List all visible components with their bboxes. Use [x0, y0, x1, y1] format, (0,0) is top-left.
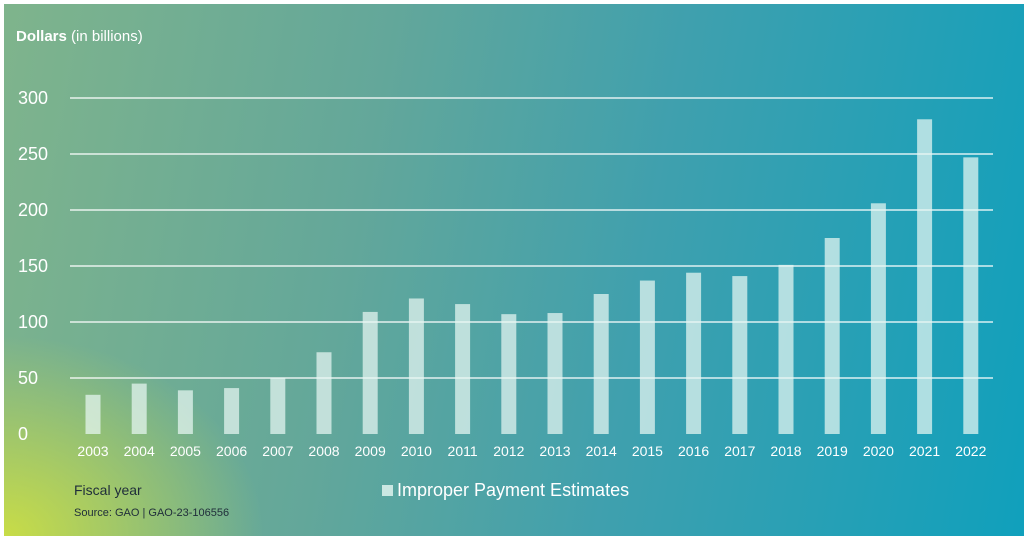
legend: Improper Payment Estimates — [382, 480, 629, 501]
bar-2012 — [501, 314, 517, 434]
x-tick-label: 2008 — [308, 443, 339, 459]
x-tick-label: 2009 — [355, 443, 386, 459]
y-axis-label-units: (in billions) — [66, 28, 143, 45]
bar-2017 — [732, 276, 748, 434]
gridlines — [70, 97, 993, 379]
x-tick-label: 2019 — [817, 443, 848, 459]
y-tick-label: 50 — [18, 368, 38, 388]
y-tick-label: 200 — [18, 200, 48, 220]
bar-2019 — [824, 238, 840, 434]
bar-2008 — [316, 352, 332, 434]
y-tick-labels: 0 50 100 150 200 250 300 — [18, 88, 48, 444]
x-tick-label: 2005 — [170, 443, 201, 459]
bar-2009 — [362, 311, 378, 434]
x-tick-label: 2020 — [863, 443, 894, 459]
x-tick-label: 2018 — [770, 443, 801, 459]
x-tick-label: 2007 — [262, 443, 293, 459]
x-tick-label: 2013 — [539, 443, 570, 459]
x-tick-label: 2006 — [216, 443, 247, 459]
legend-swatch — [382, 485, 393, 496]
x-tick-labels: 2003 2004 2005 2006 2007 2008 2009 2010 2011 2012… — [77, 443, 986, 459]
bar-2010 — [408, 298, 424, 434]
y-tick-label: 150 — [18, 256, 48, 276]
y-axis-label: Dollars (in billions) — [16, 28, 143, 45]
bar-2016 — [686, 272, 702, 434]
x-tick-label: 2017 — [724, 443, 755, 459]
legend-label: Improper Payment Estimates — [397, 480, 630, 500]
bars — [85, 119, 979, 435]
y-tick-label: 300 — [18, 88, 48, 108]
y-tick-label: 250 — [18, 144, 48, 164]
bar-2011 — [455, 304, 471, 434]
x-tick-label: 2011 — [448, 443, 478, 459]
x-tick-label: 2003 — [77, 443, 108, 459]
x-tick-label: 2021 — [909, 443, 940, 459]
bar-2020 — [870, 203, 886, 434]
x-axis-title: Fiscal year — [74, 482, 142, 498]
y-tick-label: 100 — [18, 312, 48, 332]
bar-2021 — [917, 119, 933, 434]
bar-2022 — [963, 157, 979, 435]
chart-panel: Dollars (in billions) 0 50 100 150 200 250 300… — [4, 4, 1024, 536]
x-tick-label: 2010 — [401, 443, 432, 459]
x-tick-label: 2016 — [678, 443, 709, 459]
y-tick-label: 0 — [18, 424, 28, 444]
bar-2018 — [778, 264, 794, 434]
x-tick-label: 2015 — [632, 443, 663, 459]
bar-2014 — [593, 294, 609, 434]
bar-2007 — [270, 378, 286, 434]
bar-2003 — [85, 394, 101, 434]
bar-2004 — [131, 383, 147, 434]
x-tick-label: 2004 — [124, 443, 155, 459]
bar-2013 — [547, 313, 563, 434]
bar-2015 — [639, 280, 655, 434]
source-note: Source: GAO | GAO-23-106556 — [74, 507, 230, 519]
x-tick-label: 2014 — [586, 443, 617, 459]
bar-2005 — [177, 390, 193, 434]
bar-2006 — [224, 388, 240, 434]
x-tick-label: 2022 — [955, 443, 986, 459]
y-axis-label-bold: Dollars — [16, 28, 67, 45]
x-tick-label: 2012 — [493, 443, 524, 459]
